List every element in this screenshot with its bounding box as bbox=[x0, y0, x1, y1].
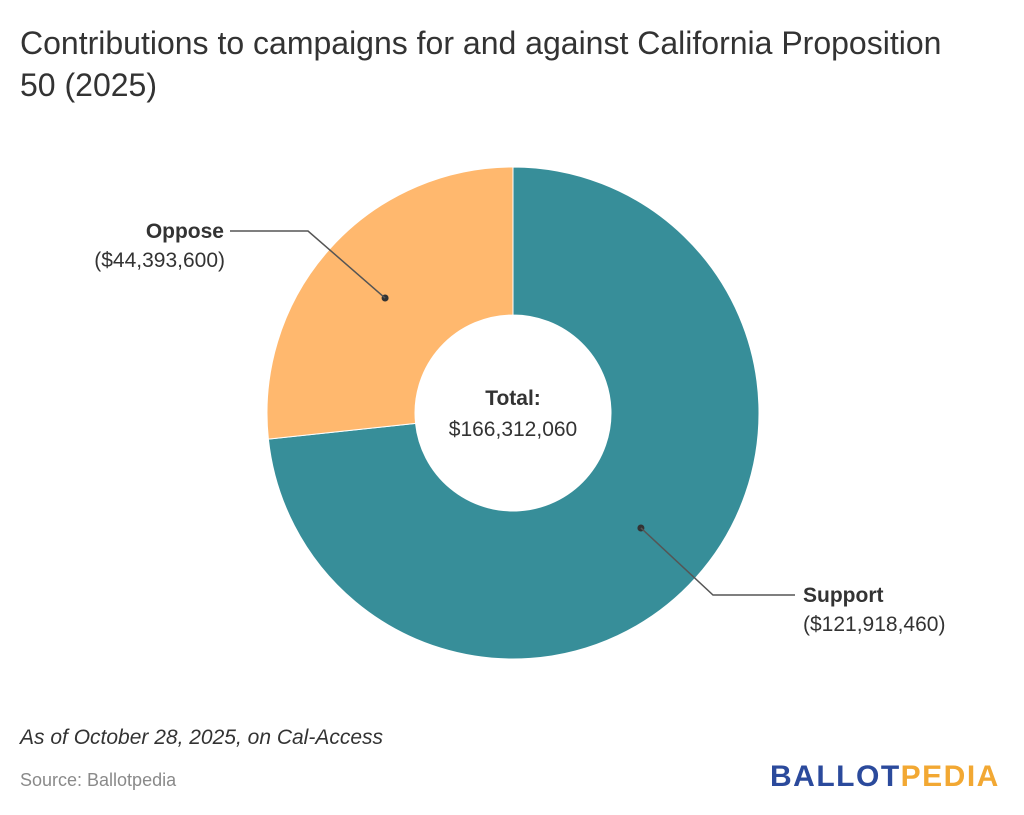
slice-label-oppose: Oppose bbox=[146, 220, 224, 243]
center-total-value: $166,312,060 bbox=[449, 418, 577, 441]
donut-slices bbox=[266, 166, 760, 660]
source-note: Source: Ballotpedia bbox=[20, 770, 177, 790]
slice-value-support: ($121,918,460) bbox=[803, 613, 945, 636]
slice-value-oppose: ($44,393,600) bbox=[94, 249, 225, 272]
leader-line-support bbox=[640, 527, 795, 596]
donut-slice-support bbox=[267, 166, 760, 660]
slice-label-support: Support bbox=[803, 584, 883, 607]
slice-labels: Support ($121,918,460) Oppose ($44,393,600) bbox=[94, 220, 945, 636]
logo-part-pedia: PEDIA bbox=[900, 760, 1000, 793]
leader-line-oppose bbox=[230, 230, 386, 299]
ballotpedia-logo: BALLOTPEDIA bbox=[770, 760, 1000, 794]
logo-part-ballot: BALLOT bbox=[770, 760, 901, 793]
as-of-note: As of October 28, 2025, on Cal-Access bbox=[20, 726, 384, 749]
center-total-heading: Total: bbox=[485, 387, 541, 410]
donut-slice-oppose bbox=[266, 166, 514, 440]
chart-title: Contributions to campaigns for and again… bbox=[20, 25, 942, 103]
